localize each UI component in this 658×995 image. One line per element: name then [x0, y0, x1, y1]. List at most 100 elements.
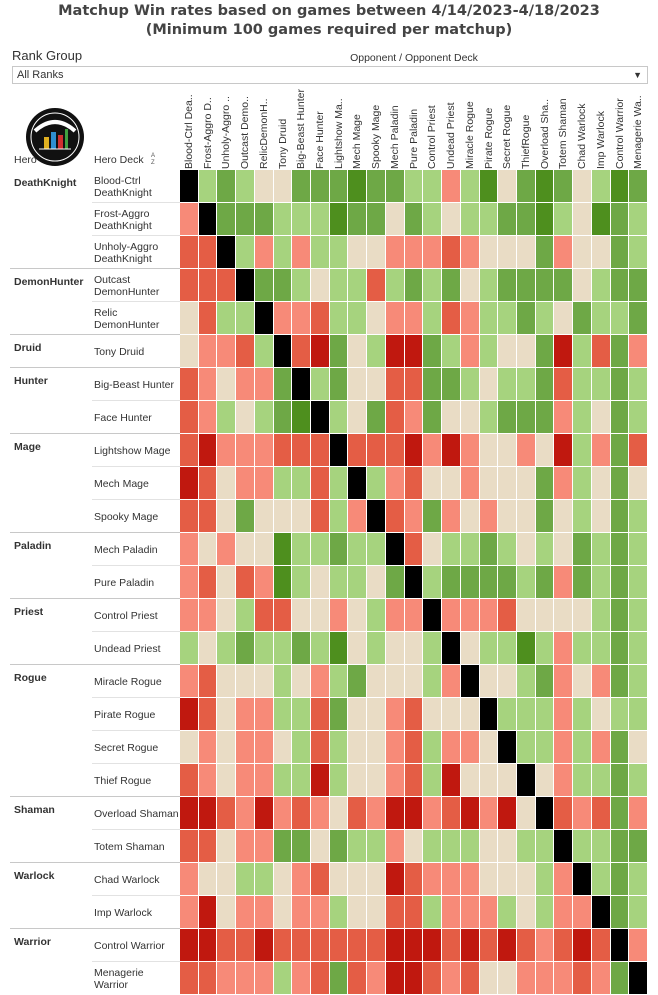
heatmap-cell[interactable]: [273, 170, 293, 203]
heatmap-cell[interactable]: [535, 368, 555, 401]
heatmap-cell[interactable]: [273, 830, 293, 863]
heatmap-cell[interactable]: [479, 368, 499, 401]
heatmap-cell[interactable]: [198, 302, 218, 335]
heatmap-cell[interactable]: [311, 533, 330, 566]
heatmap-cell[interactable]: [311, 929, 330, 962]
heatmap-cell[interactable]: [198, 203, 218, 236]
heatmap-cell[interactable]: [385, 500, 405, 533]
heatmap-cell[interactable]: [404, 269, 424, 302]
heatmap-cell[interactable]: [254, 335, 274, 368]
heatmap-cell[interactable]: [273, 269, 293, 302]
heatmap-cell[interactable]: [404, 896, 424, 929]
heatmap-cell[interactable]: [254, 368, 274, 401]
heatmap-cell[interactable]: [217, 698, 237, 731]
heatmap-cell[interactable]: [254, 467, 274, 500]
heatmap-cell[interactable]: [460, 170, 480, 203]
heatmap-cell[interactable]: [554, 236, 574, 269]
heatmap-cell[interactable]: [573, 467, 592, 500]
heatmap-cell[interactable]: [329, 665, 349, 698]
heatmap-cell[interactable]: [516, 632, 536, 665]
heatmap-cell[interactable]: [498, 500, 517, 533]
heatmap-cell[interactable]: [460, 929, 480, 962]
heatmap-cell[interactable]: [180, 698, 199, 731]
heatmap-cell[interactable]: [348, 269, 368, 302]
heatmap-cell[interactable]: [573, 434, 592, 467]
heatmap-cell[interactable]: [385, 632, 405, 665]
heatmap-cell[interactable]: [498, 962, 517, 995]
heatmap-cell[interactable]: [311, 467, 330, 500]
heatmap-cell[interactable]: [554, 368, 574, 401]
heatmap-cell[interactable]: [198, 170, 218, 203]
heatmap-cell[interactable]: [180, 632, 199, 665]
heatmap-cell[interactable]: [367, 500, 386, 533]
heatmap-cell[interactable]: [460, 368, 480, 401]
heatmap-cell[interactable]: [610, 863, 630, 896]
heatmap-cell[interactable]: [348, 368, 368, 401]
heatmap-cell[interactable]: [329, 170, 349, 203]
heatmap-cell[interactable]: [479, 335, 499, 368]
hero-deck-column-header[interactable]: Hero Deck: [94, 154, 144, 166]
heatmap-cell[interactable]: [217, 335, 237, 368]
heatmap-cell[interactable]: [180, 599, 199, 632]
heatmap-cell[interactable]: [516, 467, 536, 500]
heatmap-cell[interactable]: [554, 269, 574, 302]
chevron-down-icon[interactable]: ▼: [633, 70, 642, 80]
heatmap-cell[interactable]: [629, 170, 648, 203]
heatmap-cell[interactable]: [442, 203, 461, 236]
heatmap-cell[interactable]: [329, 797, 349, 830]
heatmap-cell[interactable]: [629, 533, 648, 566]
heatmap-cell[interactable]: [254, 764, 274, 797]
heatmap-cell[interactable]: [573, 599, 592, 632]
heatmap-cell[interactable]: [629, 335, 648, 368]
heatmap-cell[interactable]: [460, 335, 480, 368]
heatmap-cell[interactable]: [236, 797, 255, 830]
heatmap-cell[interactable]: [198, 533, 218, 566]
heatmap-cell[interactable]: [236, 632, 255, 665]
heatmap-cell[interactable]: [198, 434, 218, 467]
heatmap-cell[interactable]: [479, 731, 499, 764]
heatmap-cell[interactable]: [198, 896, 218, 929]
heatmap-cell[interactable]: [460, 533, 480, 566]
heatmap-cell[interactable]: [273, 236, 293, 269]
heatmap-cell[interactable]: [442, 599, 461, 632]
heatmap-cell[interactable]: [404, 632, 424, 665]
heatmap-cell[interactable]: [348, 434, 368, 467]
heatmap-cell[interactable]: [367, 731, 386, 764]
heatmap-cell[interactable]: [311, 830, 330, 863]
heatmap-cell[interactable]: [554, 434, 574, 467]
heatmap-cell[interactable]: [442, 467, 461, 500]
heatmap-cell[interactable]: [479, 467, 499, 500]
heatmap-cell[interactable]: [292, 929, 312, 962]
heatmap-cell[interactable]: [535, 434, 555, 467]
heatmap-cell[interactable]: [404, 170, 424, 203]
heatmap-cell[interactable]: [423, 533, 443, 566]
heatmap-cell[interactable]: [198, 863, 218, 896]
heatmap-cell[interactable]: [273, 467, 293, 500]
heatmap-cell[interactable]: [180, 863, 199, 896]
heatmap-cell[interactable]: [180, 335, 199, 368]
heatmap-cell[interactable]: [348, 401, 368, 434]
heatmap-cell[interactable]: [498, 434, 517, 467]
heatmap-cell[interactable]: [217, 863, 237, 896]
heatmap-cell[interactable]: [273, 863, 293, 896]
heatmap-cell[interactable]: [348, 203, 368, 236]
heatmap-cell[interactable]: [236, 962, 255, 995]
heatmap-cell[interactable]: [198, 467, 218, 500]
heatmap-cell[interactable]: [217, 302, 237, 335]
heatmap-cell[interactable]: [629, 599, 648, 632]
heatmap-cell[interactable]: [479, 533, 499, 566]
heatmap-cell[interactable]: [423, 269, 443, 302]
heatmap-cell[interactable]: [273, 929, 293, 962]
heatmap-cell[interactable]: [573, 896, 592, 929]
heatmap-cell[interactable]: [254, 566, 274, 599]
heatmap-cell[interactable]: [180, 533, 199, 566]
heatmap-cell[interactable]: [180, 731, 199, 764]
heatmap-cell[interactable]: [385, 599, 405, 632]
heatmap-cell[interactable]: [254, 632, 274, 665]
heatmap-cell[interactable]: [385, 368, 405, 401]
heatmap-cell[interactable]: [404, 566, 424, 599]
heatmap-cell[interactable]: [573, 533, 592, 566]
heatmap-cell[interactable]: [610, 566, 630, 599]
heatmap-cell[interactable]: [385, 731, 405, 764]
heatmap-cell[interactable]: [629, 368, 648, 401]
